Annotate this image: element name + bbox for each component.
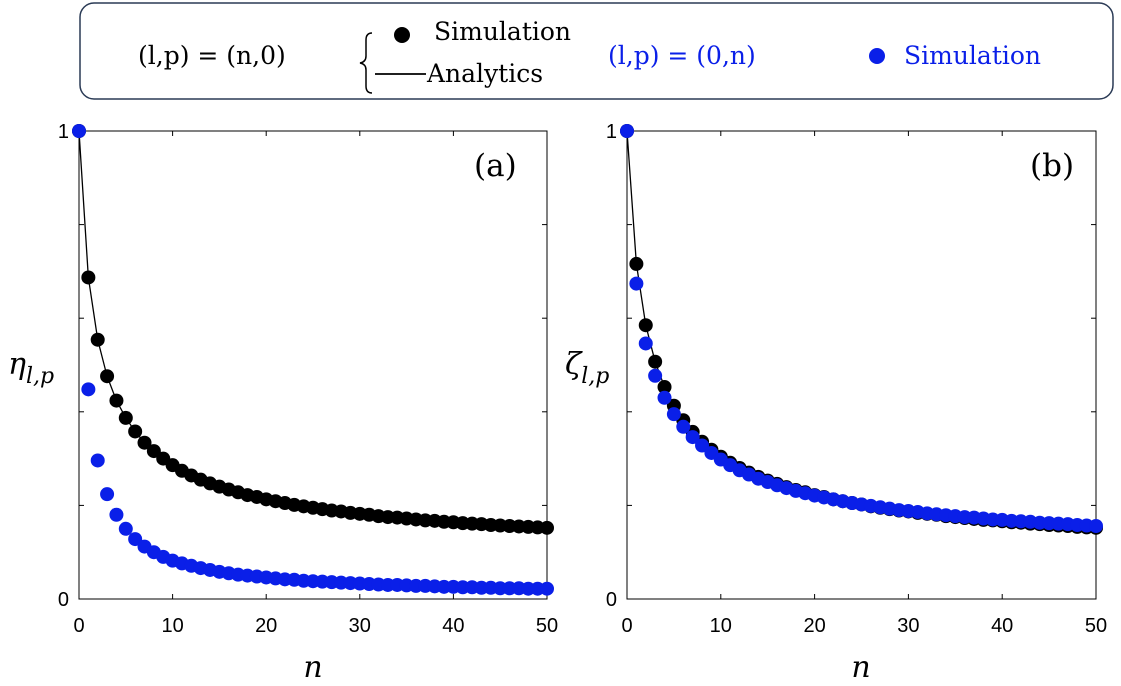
panel-b-blue-point (685, 430, 700, 445)
panel-a-axes-frame (78, 130, 548, 600)
panel-a: (a) ηl,p n 0 10 20 30 40 50 0 1 (8, 121, 558, 685)
panel-b-xtick-label: 30 (897, 615, 919, 637)
panel-b-ylabel: ζl,p (565, 347, 609, 389)
legend-frame (79, 2, 1114, 100)
panel-b-analytics-line (626, 130, 1097, 529)
panel-a-blue-point (128, 532, 143, 547)
panel-a-label: (a) (474, 148, 517, 184)
panel-b-blue-point (648, 368, 663, 383)
panel-a-xtick-label: 30 (349, 615, 371, 637)
panel-b-xtick-label: 0 (621, 615, 632, 637)
panel-b-blue-point (1089, 518, 1103, 533)
panel-b-black-point (638, 318, 653, 333)
panel-a-blue-point (72, 124, 86, 138)
legend-group2-label: (l,p) = (0,n) (608, 41, 756, 70)
panel-a-xtick-label: 50 (536, 615, 558, 637)
panel-a-black-point (137, 435, 152, 450)
panel-a-xlabel: n (303, 650, 322, 685)
panel-b: (b) ζl,p n 0 10 20 30 40 50 0 1 (565, 121, 1107, 685)
panel-b-black-point (629, 256, 644, 271)
panel-b-axes-frame (626, 130, 1097, 600)
panel-b-xtick-label: 20 (803, 615, 825, 637)
panel-a-blue-point (109, 507, 124, 522)
panel-b-blue-point (695, 438, 710, 453)
panel-a-xtick-label: 0 (73, 615, 84, 637)
panel-a-black-point (81, 270, 96, 285)
panel-b-label: (b) (1030, 148, 1074, 184)
panel-b-xtick-label: 40 (991, 615, 1013, 637)
legend-group1-sim-marker (394, 27, 410, 43)
panel-b-black-point (657, 380, 672, 394)
panel-a-blue-point (540, 581, 554, 596)
panel-b-black-point (648, 354, 663, 369)
panel-b-blue-point (638, 336, 653, 351)
panel-b-ytick-label: 0 (606, 589, 617, 611)
panel-a-blue-point (118, 521, 133, 536)
panel-a-black-point (109, 393, 124, 408)
panel-a-blue-point (100, 487, 115, 502)
legend-brace (359, 32, 373, 94)
panel-a-blue-point (81, 382, 96, 397)
panel-a-ytick-label: 1 (58, 121, 69, 143)
panel-a-black-point (118, 410, 133, 425)
panel-a-xtick-label: 40 (442, 615, 464, 637)
svg-text:ζl,p: ζl,p (565, 347, 609, 389)
legend: (l,p) = (n,0) Simulation Analytics (l,p)… (79, 2, 1114, 100)
panel-a-blue-point (90, 453, 105, 468)
legend-group1-label: (l,p) = (n,0) (138, 41, 286, 70)
panel-b-blue-point (629, 276, 644, 291)
panel-a-black-point (540, 520, 554, 535)
panel-a-ytick-label: 0 (58, 589, 69, 611)
legend-group1-sim-label: Simulation (434, 17, 571, 46)
panel-b-xtick-label: 10 (710, 615, 732, 637)
legend-group1-ana-label: Analytics (426, 59, 543, 88)
panel-a-black-point (90, 332, 105, 347)
panel-a-ylabel: ηl,p (8, 347, 54, 389)
panel-a-black-point (100, 369, 115, 384)
legend-group2-sim-label: Simulation (904, 41, 1041, 70)
panel-b-blue-point (657, 390, 672, 405)
panel-b-blue-point (620, 124, 634, 138)
panel-a-black-point (128, 424, 143, 439)
legend-group2-sim-marker (869, 48, 885, 64)
panel-a-black-point (146, 444, 161, 459)
panel-b-blue-point (666, 407, 681, 422)
panel-b-blue-point (676, 419, 691, 434)
svg-text:ηl,p: ηl,p (8, 347, 54, 389)
panel-a-xtick-label: 20 (255, 615, 277, 637)
panel-b-xlabel: n (851, 650, 870, 685)
panel-a-analytics-line (78, 130, 548, 529)
panel-b-ytick-label: 1 (606, 121, 617, 143)
panel-b-xtick-label: 50 (1085, 615, 1107, 637)
panel-a-xtick-label: 10 (161, 615, 183, 637)
